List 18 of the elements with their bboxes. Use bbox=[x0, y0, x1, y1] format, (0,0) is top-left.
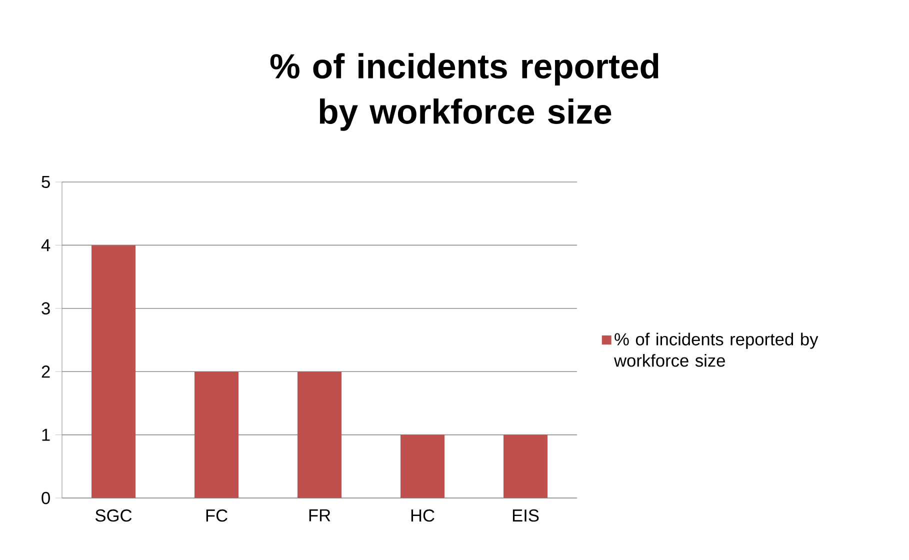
x-tick-label: FR bbox=[309, 509, 330, 522]
y-tick-label: 1 bbox=[42, 428, 50, 441]
bar bbox=[400, 434, 445, 498]
x-tick-label: SGC bbox=[96, 509, 132, 522]
y-tick-label: 4 bbox=[41, 239, 50, 252]
y-tick-label: 0 bbox=[42, 492, 50, 504]
bar bbox=[194, 372, 238, 498]
y-tick-label: 2 bbox=[42, 366, 50, 378]
x-tick-label: HC bbox=[411, 509, 434, 522]
legend-label: % of incidents reported by workforce size bbox=[614, 332, 818, 367]
x-tick-label: FC bbox=[206, 509, 228, 522]
y-tick-label: 3 bbox=[42, 302, 50, 315]
x-tick-label: EIS bbox=[512, 509, 539, 522]
chart-title: % of incidents reported by workforce size bbox=[270, 53, 658, 131]
bar bbox=[92, 245, 136, 498]
bar bbox=[298, 372, 342, 498]
y-tick-label: 5 bbox=[42, 176, 50, 188]
bar bbox=[504, 434, 548, 498]
